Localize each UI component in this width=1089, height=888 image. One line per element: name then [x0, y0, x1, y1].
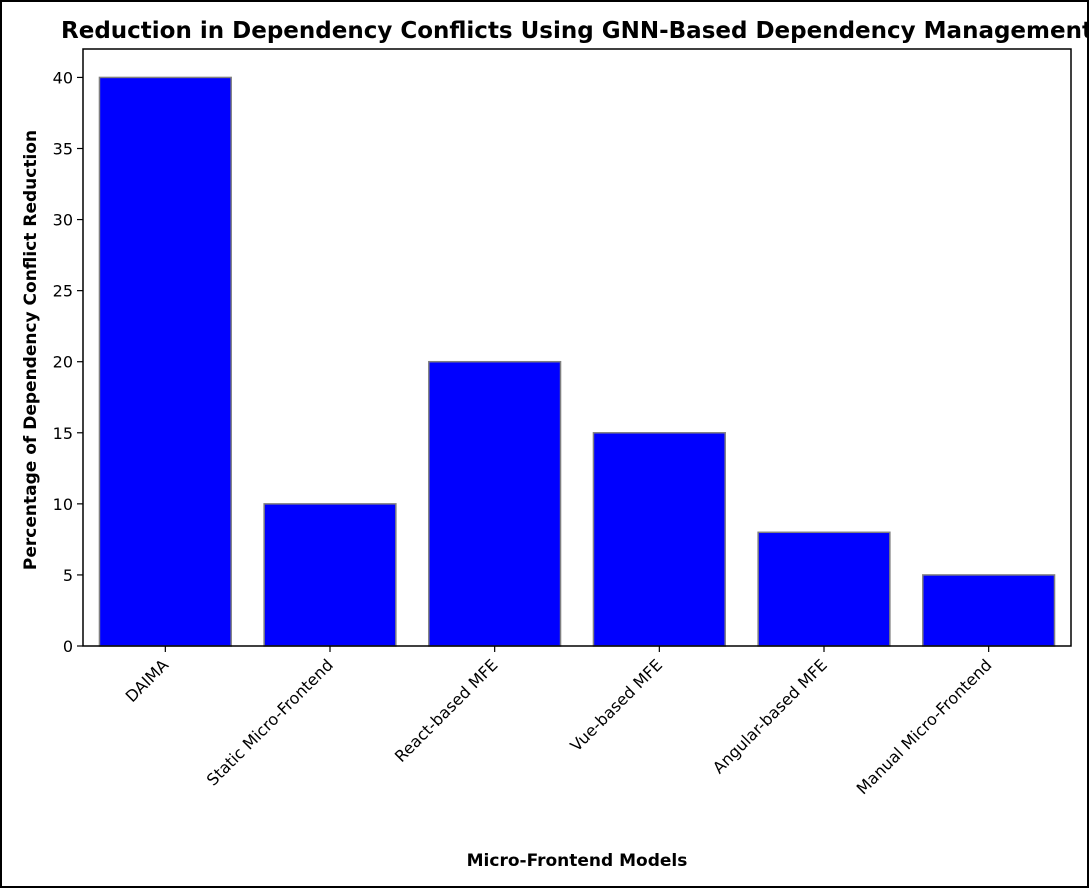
bars-layer: [98, 76, 1056, 647]
x-tick-label-4: Angular-based MFE: [709, 655, 831, 777]
x-axis-ticks: DAIMA Static Micro-Frontend React-based MF…: [122, 646, 996, 798]
y-axis-ticks: 0 5 10 15 20 25 30 35 40: [53, 68, 83, 656]
x-tick-label-2: React-based MFE: [391, 655, 502, 766]
y-tick-label-8: 40: [53, 68, 73, 87]
y-tick-label-0: 0: [63, 637, 73, 656]
y-tick-label-5: 25: [53, 282, 73, 301]
y-tick-label-3: 15: [53, 424, 73, 443]
y-tick-label-7: 35: [53, 140, 73, 159]
bar-4: [757, 531, 891, 647]
y-tick-label-1: 5: [63, 566, 73, 585]
chart-title: Reduction in Dependency Conflicts Using …: [61, 18, 1089, 44]
y-tick-label-2: 10: [53, 495, 73, 514]
y-tick-label-6: 30: [53, 211, 73, 230]
x-tick-label-1: Static Micro-Frontend: [203, 655, 337, 789]
x-tick-label-3: Vue-based MFE: [566, 655, 666, 755]
plot-area-frame: [82, 48, 1072, 647]
x-axis-label: Micro-Frontend Models: [467, 851, 688, 871]
y-tick-label-4: 20: [53, 353, 73, 372]
y-axis-label: Percentage of Dependency Conflict Reduct…: [21, 130, 41, 570]
bar-1: [263, 503, 397, 647]
bar-3: [592, 432, 726, 647]
x-tick-label-0: DAIMA: [122, 655, 173, 706]
bar-0: [98, 76, 232, 647]
bar-5: [922, 574, 1056, 647]
bar-2: [428, 360, 562, 647]
x-tick-label-5: Manual Micro-Frontend: [853, 655, 996, 798]
